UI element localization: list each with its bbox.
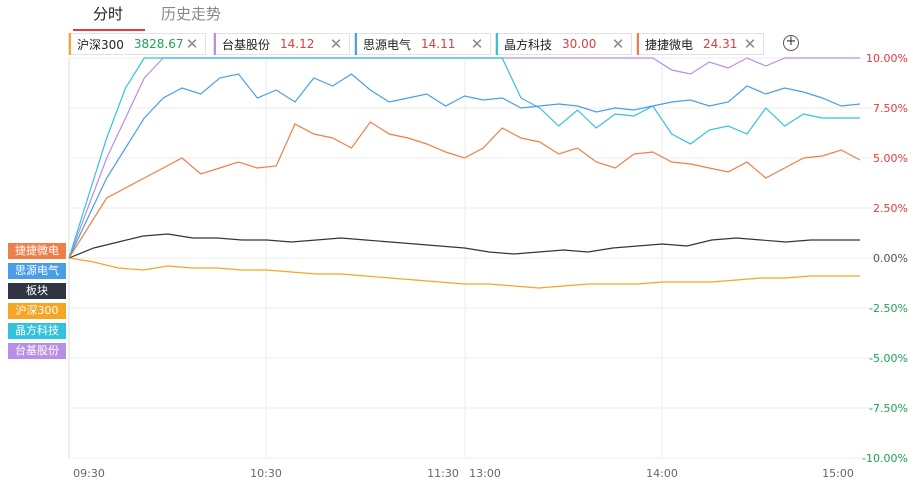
- close-icon[interactable]: ✕: [329, 35, 343, 53]
- stock-chip-siyuan[interactable]: 思源电气 14.11 ✕: [354, 33, 491, 55]
- y-tick-label: 5.00%: [873, 152, 908, 165]
- legend-siyuan[interactable]: 思源电气: [8, 263, 66, 279]
- legend-hs300[interactable]: 沪深300: [8, 303, 66, 319]
- legend-jingfang[interactable]: 晶方科技: [8, 323, 66, 339]
- y-tick-label: -2.50%: [869, 302, 908, 315]
- stock-color-marker: [214, 33, 216, 55]
- stock-name: 捷捷微电: [645, 37, 694, 52]
- tab-bar: 分时 历史走势: [0, 0, 913, 31]
- stock-chip-hs300[interactable]: 沪深300 3828.67 ✕: [68, 33, 206, 55]
- close-icon[interactable]: ✕: [743, 35, 757, 53]
- series-line-5: [68, 257, 860, 289]
- y-tick-label: 0.00%: [873, 252, 908, 265]
- stock-name: 思源电气: [363, 37, 412, 52]
- stock-color-marker: [355, 33, 357, 55]
- stock-name: 晶方科技: [504, 37, 553, 52]
- stock-chip-taiji[interactable]: 台基股份 14.12 ✕: [213, 33, 350, 55]
- stock-value: 24.31: [703, 37, 738, 51]
- y-tick-label: 10.00%: [866, 52, 908, 65]
- stock-color-marker: [637, 33, 639, 55]
- active-tab-indicator: [73, 29, 145, 31]
- y-tick-label: -10.00%: [862, 452, 908, 465]
- close-icon[interactable]: ✕: [611, 35, 625, 53]
- stock-value: 3828.67: [133, 37, 184, 51]
- stock-value: 14.11: [421, 37, 456, 51]
- x-tick-label: 10:30: [250, 467, 282, 480]
- x-tick-label: 14:00: [646, 467, 678, 480]
- x-tick-label: 13:00: [469, 467, 501, 480]
- y-tick-label: -7.50%: [869, 402, 908, 415]
- stock-color-marker: [69, 33, 71, 55]
- stock-compare-bar: 沪深300 3828.67 ✕ 台基股份 14.12 ✕ 思源电气 14.11 …: [0, 33, 913, 57]
- x-tick-label: 15:00: [822, 467, 854, 480]
- stock-chip-jingfang[interactable]: 晶方科技 30.00 ✕: [495, 33, 632, 55]
- stock-name: 沪深300: [77, 37, 124, 52]
- legend-sector[interactable]: 板块: [8, 283, 66, 299]
- y-tick-label: 2.50%: [873, 202, 908, 215]
- close-icon[interactable]: ✕: [185, 35, 199, 53]
- add-stock-button[interactable]: +: [783, 35, 799, 51]
- y-tick-label: -5.00%: [869, 352, 908, 365]
- stock-chip-jiejie[interactable]: 捷捷微电 24.31 ✕: [636, 33, 764, 55]
- x-tick-label: 09:30: [73, 467, 105, 480]
- close-icon[interactable]: ✕: [470, 35, 484, 53]
- series-line-4: [68, 233, 860, 259]
- tab-history[interactable]: 历史走势: [161, 5, 222, 23]
- stock-value: 14.12: [280, 37, 315, 51]
- x-tick-label: 11:30: [427, 467, 459, 480]
- series-line-1: [68, 57, 860, 259]
- legend-taiji[interactable]: 台基股份: [8, 343, 66, 359]
- tab-intraday[interactable]: 分时: [93, 5, 124, 23]
- legend-jiejie[interactable]: 捷捷微电: [8, 243, 66, 259]
- y-tick-label: 7.50%: [873, 102, 908, 115]
- series-line-3: [68, 121, 861, 259]
- series-line-2: [68, 73, 861, 259]
- stock-color-marker: [496, 33, 498, 55]
- stock-value: 30.00: [562, 37, 597, 51]
- stock-name: 台基股份: [222, 37, 271, 52]
